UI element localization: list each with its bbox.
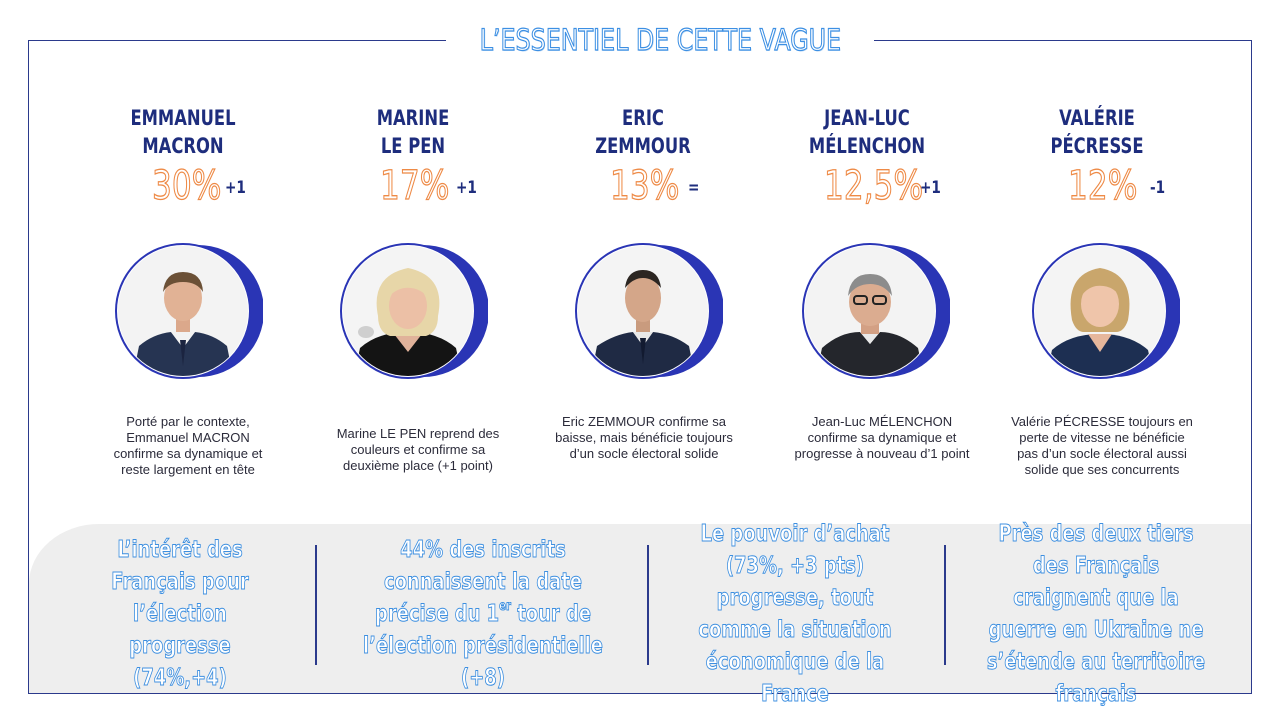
portrait-pecresse-icon bbox=[1030, 236, 1180, 386]
candidate-first-name: JEAN-LUC bbox=[824, 106, 910, 130]
candidate-last-name: MACRON bbox=[142, 134, 224, 158]
insight-text-part: tour de l’élection présidentielle (+8) bbox=[363, 601, 604, 692]
candidate-change: +1 bbox=[225, 178, 246, 198]
candidate-description: Valérie PÉCRESSE toujours en perte de vi… bbox=[1011, 414, 1193, 477]
portrait-melenchon-icon bbox=[800, 236, 950, 386]
candidate-name: MARINE LE PEN bbox=[323, 104, 502, 160]
candidate-last-name: ZEMMOUR bbox=[595, 134, 691, 158]
candidate-change: = bbox=[688, 178, 700, 198]
candidate-score: 13% bbox=[609, 162, 680, 209]
candidate-first-name: ERIC bbox=[622, 106, 664, 130]
candidate-description: Eric ZEMMOUR confirme sa baisse, mais bé… bbox=[555, 414, 733, 461]
candidate-change: +1 bbox=[456, 178, 477, 198]
candidate-name: VALÉRIE PÉCRESSE bbox=[1007, 104, 1186, 160]
candidate-last-name: MÉLENCHON bbox=[808, 134, 926, 158]
candidate-last-name: LE PEN bbox=[380, 134, 446, 158]
insights-band bbox=[29, 524, 1251, 693]
insight-divider bbox=[944, 545, 946, 665]
portrait-zemmour-icon bbox=[573, 236, 723, 386]
insight-text: Le pouvoir d’achat (73%, +3 pts) progres… bbox=[698, 521, 892, 708]
insight-text: L’intérêt des Français pour l’élection p… bbox=[111, 537, 249, 692]
candidate-score: 17% bbox=[379, 162, 450, 209]
page-title: L’ESSENTIEL DE CETTE VAGUE bbox=[479, 22, 841, 57]
title-banner: L’ESSENTIEL DE CETTE VAGUE bbox=[446, 18, 874, 62]
candidate-name: ERIC ZEMMOUR bbox=[553, 104, 732, 160]
candidate-score: 12% bbox=[1067, 162, 1138, 209]
candidate-change: -1 bbox=[1150, 178, 1166, 198]
portrait-macron-icon bbox=[113, 236, 263, 386]
portrait-le-pen-icon bbox=[338, 236, 488, 386]
insight-text-part: 44% des inscrits connaissent la date pré… bbox=[375, 537, 583, 628]
candidate-description: Porté par le contexte, Emmanuel MACRON c… bbox=[113, 414, 263, 477]
candidate-description: Marine LE PEN reprend des couleurs et co… bbox=[336, 426, 500, 473]
ordinal-superscript: er bbox=[499, 599, 512, 615]
candidate-first-name: MARINE bbox=[376, 106, 450, 130]
insight-divider bbox=[647, 545, 649, 665]
candidate-score: 30% bbox=[151, 162, 222, 209]
candidate-change: +1 bbox=[920, 178, 941, 198]
candidate-name: EMMANUEL MACRON bbox=[93, 104, 272, 160]
candidate-last-name: PÉCRESSE bbox=[1050, 134, 1144, 158]
insight-election-date: 44% des inscrits connaissent la date pré… bbox=[322, 537, 644, 692]
insight-purchasing-power: Le pouvoir d’achat (73%, +3 pts) progres… bbox=[650, 521, 940, 708]
candidate-first-name: VALÉRIE bbox=[1059, 106, 1135, 130]
candidate-name: JEAN-LUC MÉLENCHON bbox=[777, 104, 956, 160]
candidate-description: Jean-Luc MÉLENCHON confirme sa dynamique… bbox=[794, 414, 970, 461]
insight-text: Près des deux tiers des Français craigne… bbox=[986, 521, 1206, 708]
insight-divider bbox=[315, 545, 317, 665]
insight-interest: L’intérêt des Français pour l’élection p… bbox=[60, 537, 300, 692]
insight-text: 44% des inscrits connaissent la date pré… bbox=[357, 534, 608, 694]
insight-ukraine: Près des deux tiers des Français craigne… bbox=[950, 521, 1242, 708]
candidate-score: 12,5% bbox=[823, 162, 924, 209]
candidate-first-name: EMMANUEL bbox=[130, 106, 236, 130]
